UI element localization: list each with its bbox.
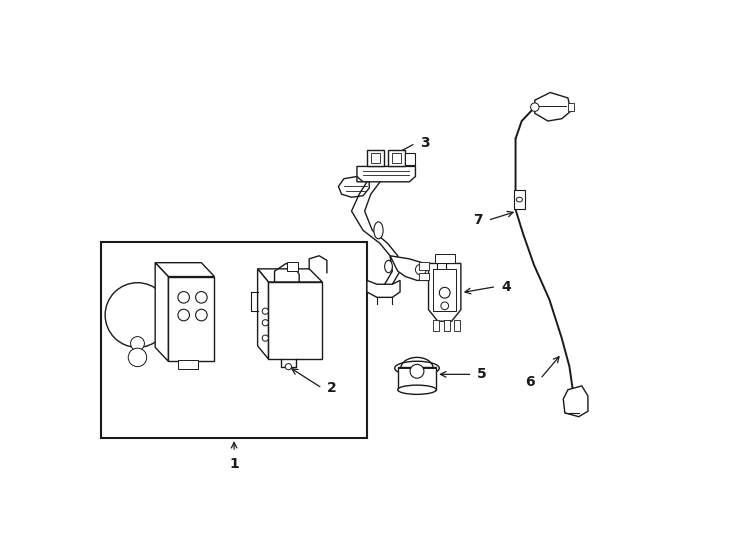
Circle shape	[286, 363, 291, 370]
Polygon shape	[390, 256, 438, 280]
Bar	[419, 262, 429, 269]
Circle shape	[105, 283, 170, 347]
Circle shape	[410, 364, 424, 378]
Circle shape	[262, 320, 269, 326]
Ellipse shape	[385, 260, 393, 273]
Text: 2: 2	[327, 381, 337, 395]
Polygon shape	[155, 262, 214, 276]
Ellipse shape	[374, 222, 383, 239]
Circle shape	[178, 309, 189, 321]
Circle shape	[262, 335, 269, 341]
Text: 5: 5	[477, 367, 487, 381]
Circle shape	[178, 292, 189, 303]
Text: 1: 1	[229, 457, 239, 471]
Bar	[433, 320, 440, 331]
Circle shape	[262, 308, 269, 314]
Text: 7: 7	[473, 213, 482, 227]
Circle shape	[531, 103, 539, 111]
Circle shape	[440, 287, 450, 298]
Bar	[437, 264, 446, 278]
Bar	[454, 320, 460, 331]
Bar	[435, 254, 455, 264]
Circle shape	[131, 336, 145, 350]
Bar	[433, 269, 457, 311]
Ellipse shape	[395, 361, 440, 375]
Bar	[404, 153, 415, 165]
Polygon shape	[352, 182, 400, 284]
Bar	[287, 262, 297, 271]
Text: 4: 4	[501, 280, 511, 294]
Bar	[391, 153, 401, 163]
Circle shape	[415, 264, 426, 275]
Polygon shape	[269, 282, 322, 359]
Bar	[367, 150, 384, 166]
Polygon shape	[338, 177, 369, 197]
Polygon shape	[357, 166, 415, 182]
Polygon shape	[563, 386, 588, 417]
Polygon shape	[258, 269, 269, 359]
Bar	[568, 103, 574, 111]
Circle shape	[195, 309, 207, 321]
Bar	[388, 150, 404, 166]
Text: 3: 3	[420, 136, 429, 150]
Polygon shape	[429, 264, 461, 321]
Bar	[419, 273, 429, 280]
Bar	[398, 367, 436, 390]
Ellipse shape	[516, 197, 523, 202]
Circle shape	[441, 302, 448, 309]
Bar	[178, 360, 197, 369]
Ellipse shape	[398, 385, 436, 394]
Polygon shape	[367, 280, 400, 298]
Bar	[101, 242, 367, 438]
Bar	[514, 190, 525, 209]
Bar	[444, 320, 450, 331]
Polygon shape	[535, 92, 571, 121]
Circle shape	[128, 348, 147, 367]
Polygon shape	[155, 262, 168, 361]
Polygon shape	[258, 269, 322, 282]
Text: 6: 6	[525, 375, 535, 389]
Circle shape	[195, 292, 207, 303]
Bar	[371, 153, 380, 163]
Polygon shape	[168, 276, 214, 361]
